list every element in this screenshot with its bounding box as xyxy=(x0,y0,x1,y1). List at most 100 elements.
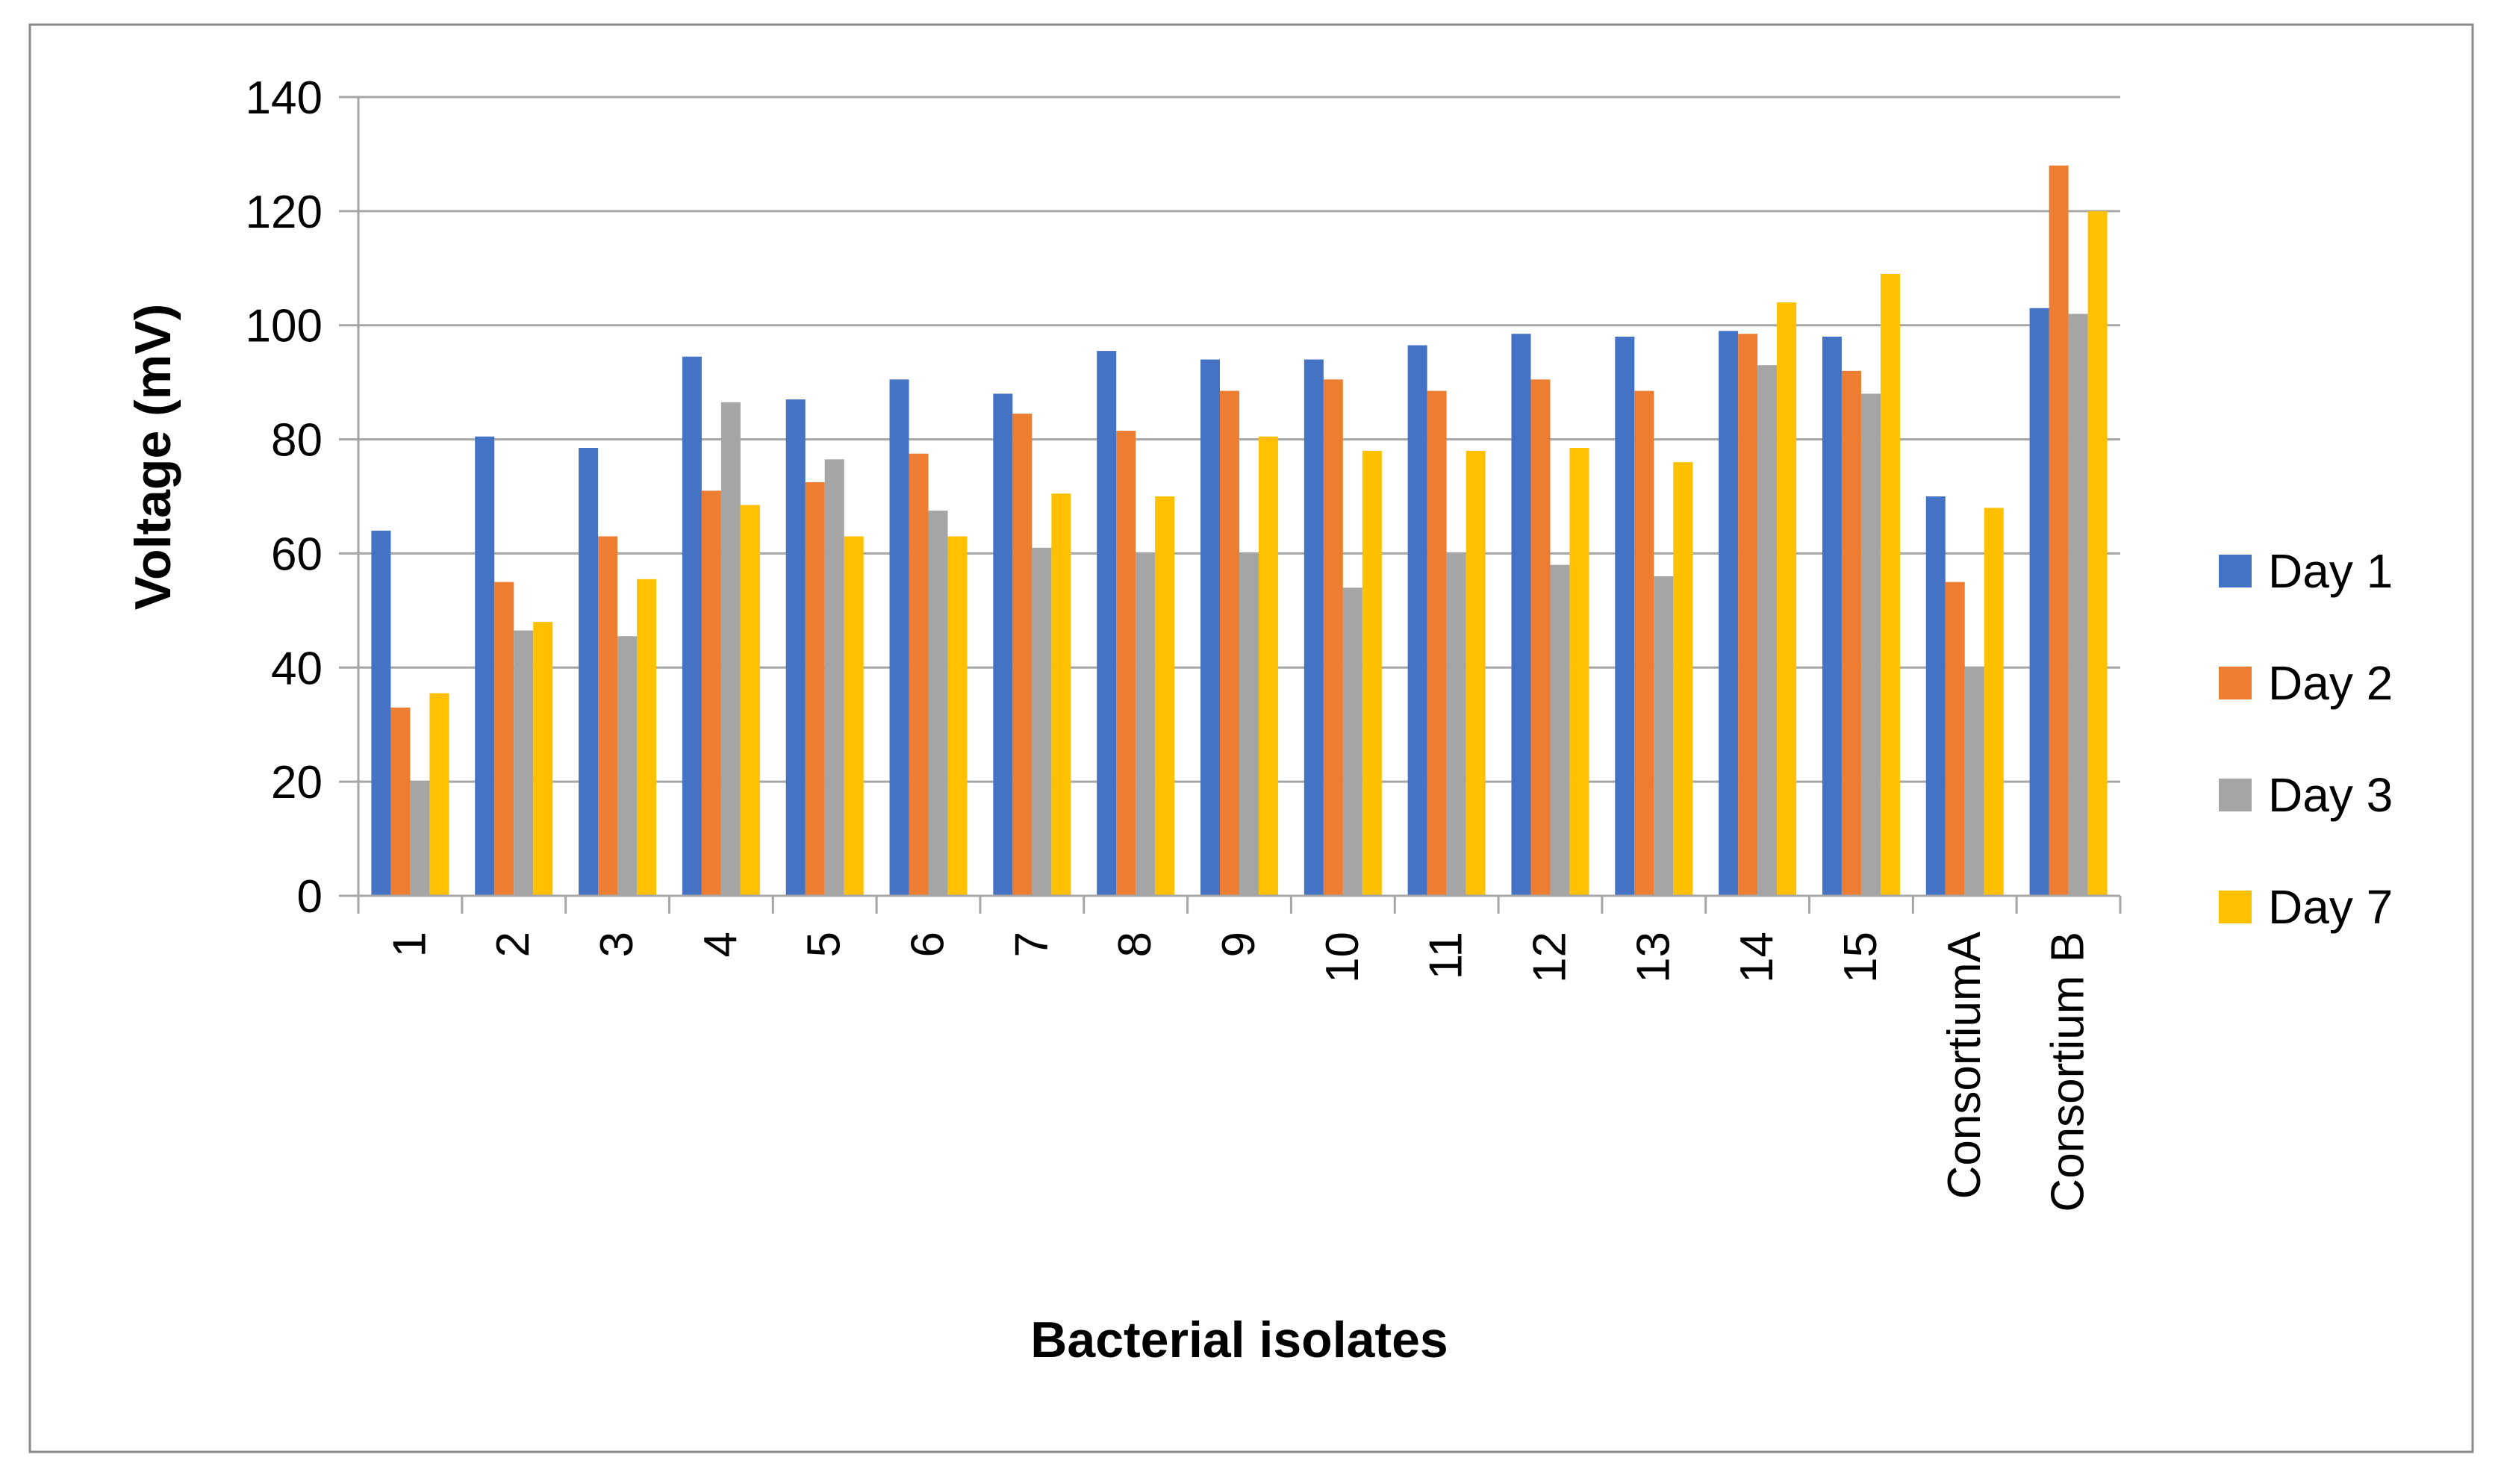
bar-day-7-6 xyxy=(1051,493,1071,896)
bar-day-2-16 xyxy=(2049,165,2069,896)
bar-day-2-6 xyxy=(1012,414,1033,896)
x-tick-label: 13 xyxy=(1628,932,1679,983)
bar-day-1-6 xyxy=(993,393,1013,896)
bar-day-3-12 xyxy=(1654,576,1674,896)
bar-day-1-1 xyxy=(475,436,495,896)
bar-day-1-0 xyxy=(371,530,391,896)
bar-day-1-15 xyxy=(1925,496,1946,896)
bar-day-1-8 xyxy=(1200,359,1220,897)
bar-day-7-2 xyxy=(637,579,657,896)
x-tick-label: 1 xyxy=(384,932,435,957)
x-tick-label: 2 xyxy=(488,932,539,957)
bar-day-3-9 xyxy=(1342,587,1362,896)
bar-day-2-8 xyxy=(1220,390,1239,896)
bar-day-2-4 xyxy=(805,481,825,896)
bar-day-2-15 xyxy=(1945,582,1965,896)
bar-day-7-5 xyxy=(947,536,968,896)
bar-day-7-3 xyxy=(740,505,760,896)
y-tick-label: 120 xyxy=(246,187,323,238)
bar-day-1-10 xyxy=(1407,345,1427,896)
bar-day-3-10 xyxy=(1446,553,1466,896)
bar-day-1-11 xyxy=(1511,334,1531,896)
bar-day-1-3 xyxy=(682,356,702,896)
bar-day-7-14 xyxy=(1880,273,1900,896)
legend-label: Day 3 xyxy=(2268,768,2393,822)
bar-day-1-12 xyxy=(1615,337,1635,896)
bar-day-7-9 xyxy=(1362,450,1382,896)
bar-day-3-5 xyxy=(928,511,948,896)
bar-day-1-16 xyxy=(2029,308,2049,896)
bar-day-7-10 xyxy=(1466,450,1486,896)
y-tick-label: 80 xyxy=(271,415,323,467)
bar-day-7-11 xyxy=(1569,448,1589,896)
x-tick-label: 3 xyxy=(591,932,643,957)
bar-day-2-1 xyxy=(494,582,514,896)
x-tick-label: 11 xyxy=(1421,932,1472,979)
bar-day-1-7 xyxy=(1097,351,1117,896)
bar-day-3-13 xyxy=(1757,365,1778,896)
bar-day-3-16 xyxy=(2068,314,2088,896)
bar-day-7-1 xyxy=(533,622,553,896)
bar-day-1-9 xyxy=(1304,359,1324,897)
bar-day-3-4 xyxy=(824,459,844,896)
y-axis-title: Voltage (mV) xyxy=(125,304,181,611)
x-tick-label: 9 xyxy=(1213,932,1265,957)
x-tick-label: 5 xyxy=(799,932,850,957)
bar-day-7-7 xyxy=(1155,496,1175,896)
legend-swatch xyxy=(2219,555,2252,587)
y-tick-label: 20 xyxy=(271,757,323,808)
bar-day-1-13 xyxy=(1719,331,1739,896)
bar-day-3-11 xyxy=(1550,564,1570,896)
bar-day-2-0 xyxy=(390,707,411,896)
bar-day-1-4 xyxy=(785,399,806,896)
bar-day-3-8 xyxy=(1239,553,1259,896)
bar-day-3-2 xyxy=(617,636,638,896)
bar-day-2-11 xyxy=(1530,379,1551,897)
bar-day-2-9 xyxy=(1323,379,1343,897)
bar-day-3-6 xyxy=(1032,547,1052,896)
bar-day-3-7 xyxy=(1136,553,1156,896)
bar-day-3-0 xyxy=(410,782,430,896)
x-tick-label: 4 xyxy=(695,932,747,957)
bar-day-2-2 xyxy=(598,536,618,896)
legend-swatch xyxy=(2219,667,2252,699)
bar-day-2-14 xyxy=(1841,370,1861,896)
bar-day-1-5 xyxy=(889,379,909,897)
bar-day-7-0 xyxy=(429,693,449,896)
legend-swatch xyxy=(2219,891,2252,923)
y-tick-label: 60 xyxy=(271,529,323,580)
bar-day-3-15 xyxy=(1964,667,1984,896)
x-tick-label: 14 xyxy=(1731,932,1783,983)
x-tick-label: 10 xyxy=(1317,932,1368,983)
x-axis-title: Bacterial isolates xyxy=(1030,1312,1448,1368)
bar-day-3-14 xyxy=(1860,393,1881,896)
bar-day-2-10 xyxy=(1427,390,1447,896)
legend: Day 1 Day 2 Day 3 Day 7 xyxy=(2219,544,2393,934)
x-tick-label: 12 xyxy=(1524,932,1575,983)
legend-label: Day 2 xyxy=(2268,656,2393,710)
x-tick-label: 7 xyxy=(1006,932,1057,957)
y-tick-label: 0 xyxy=(297,871,323,923)
bar-day-7-16 xyxy=(2087,211,2108,896)
axes xyxy=(339,97,2122,914)
bar-day-1-14 xyxy=(1822,337,1842,896)
bar-day-7-12 xyxy=(1673,462,1693,896)
legend-swatch xyxy=(2219,779,2252,811)
y-tick-label: 140 xyxy=(246,72,323,124)
y-tick-labels: 0 20 40 60 80 100 120 140 xyxy=(246,72,323,923)
legend-label: Day 7 xyxy=(2268,880,2393,934)
x-tick-label: 6 xyxy=(903,932,954,957)
bar-day-7-15 xyxy=(1984,508,2004,896)
bar-day-2-3 xyxy=(701,490,721,896)
x-tick-label: ConsortiumA xyxy=(1939,931,1990,1199)
bar-day-2-5 xyxy=(909,453,929,896)
bar-day-3-3 xyxy=(720,402,741,896)
y-tick-label: 40 xyxy=(271,643,323,694)
bar-day-7-13 xyxy=(1777,302,1797,897)
bar-day-3-1 xyxy=(514,630,534,896)
bar-day-2-7 xyxy=(1116,431,1136,896)
bars xyxy=(371,165,2108,897)
bar-day-1-2 xyxy=(579,448,599,896)
bar-day-7-8 xyxy=(1259,436,1278,896)
